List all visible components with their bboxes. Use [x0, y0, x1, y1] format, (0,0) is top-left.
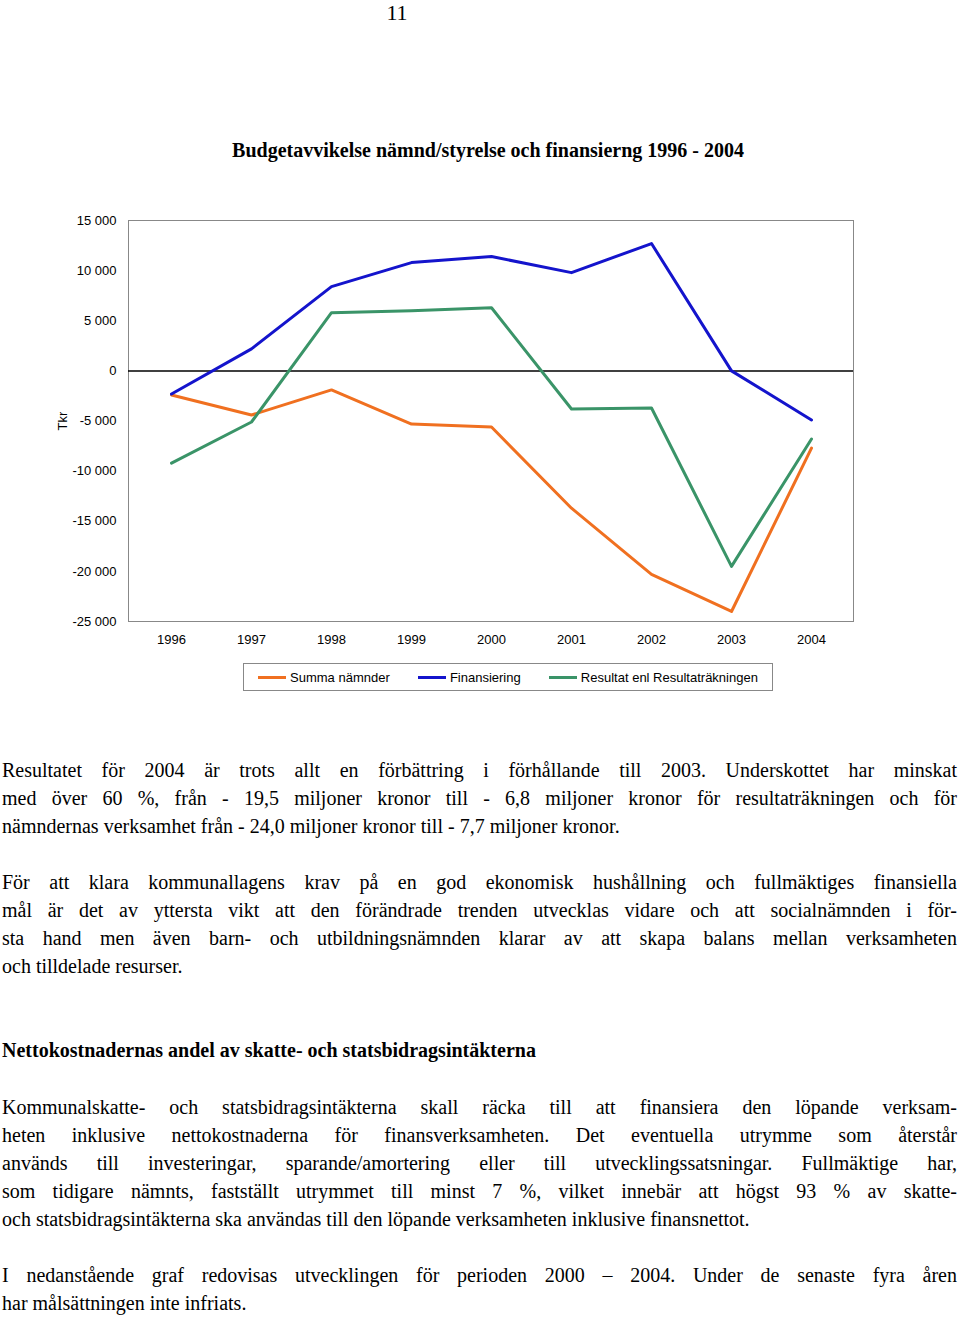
html-text:Summa nämnder: Summa nämnder — [290, 669, 390, 685]
html-text:och statsbidragsintäkterna ska: och statsbidragsintäkterna ska användas … — [2, 1208, 750, 1230]
svg-text:1999: 1999 — [397, 632, 426, 647]
html-text:Resultat enl Resultaträkningen: Resultat enl Resultaträkningen — [580, 669, 758, 685]
svg-text:0: 0 — [109, 363, 116, 378]
html-text:och tilldelade resurser.: och tilldelade resurser. — [2, 955, 183, 977]
svg-text:2001: 2001 — [557, 632, 586, 647]
html-text:nämndernas verksamhet från - 2: nämndernas verksamhet från - 24,0 miljon… — [2, 815, 620, 837]
html-text:som tidigare nämnts, fastställ: som tidigare nämnts, fastställt utrymmet… — [2, 1180, 957, 1202]
html-text:används till investeringar, sp: används till investeringar, sparande/amo… — [2, 1152, 957, 1174]
html-text:Resultatet för 2004 är trots a: Resultatet för 2004 är trots allt en för… — [2, 759, 957, 781]
html-text:Nettokostnadernas andel av ska: Nettokostnadernas andel av skatte- och s… — [2, 1039, 536, 1061]
svg-text:Tkr: Tkr — [55, 411, 70, 430]
svg-text:-25 000: -25 000 — [72, 614, 116, 629]
svg-text:2004: 2004 — [797, 632, 826, 647]
html-text:heten inklusive nettokostnader: heten inklusive nettokostnaderna för fin… — [2, 1124, 957, 1146]
html-text:med över 60 %, från - 19,5 mil: med över 60 %, från - 19,5 miljoner kron… — [2, 787, 957, 809]
svg-text:2003: 2003 — [717, 632, 746, 647]
svg-text:2000: 2000 — [477, 632, 506, 647]
svg-text:5 000: 5 000 — [84, 313, 117, 328]
html-text:sta hand men även barn- och ut: sta hand men även barn- och utbildningsn… — [2, 927, 957, 949]
html-text:Finansiering: Finansiering — [449, 669, 521, 685]
html-text:Budgetavvikelse nämnd/styrelse: Budgetavvikelse nämnd/styrelse och finan… — [232, 139, 744, 161]
svg-text:-20 000: -20 000 — [72, 564, 116, 579]
html-text:Kommunalskatte- och statsbidra: Kommunalskatte- och statsbidragsintäkter… — [2, 1096, 957, 1118]
svg-text:2002: 2002 — [637, 632, 666, 647]
html-text:11: 11 — [386, 0, 408, 25]
svg-text:1997: 1997 — [237, 632, 266, 647]
svg-text:-5 000: -5 000 — [80, 413, 117, 428]
html-text:har målsättningen inte infriat: har målsättningen inte infriats. — [2, 1292, 247, 1314]
html-text:För att klara kommunallagens k: För att klara kommunallagens krav på en … — [2, 871, 957, 893]
svg-text:-10 000: -10 000 — [72, 463, 116, 478]
svg-text:10 000: 10 000 — [77, 263, 117, 278]
svg-text:1996: 1996 — [157, 632, 186, 647]
svg-text:-15 000: -15 000 — [72, 513, 116, 528]
html-text:mål är det av yttersta vikt at: mål är det av yttersta vikt att den förä… — [2, 899, 957, 921]
svg-text:1998: 1998 — [317, 632, 346, 647]
svg-text:15 000: 15 000 — [77, 213, 117, 228]
html-text:I nedanstående graf redovisas: I nedanstående graf redovisas utveckling… — [2, 1264, 957, 1286]
